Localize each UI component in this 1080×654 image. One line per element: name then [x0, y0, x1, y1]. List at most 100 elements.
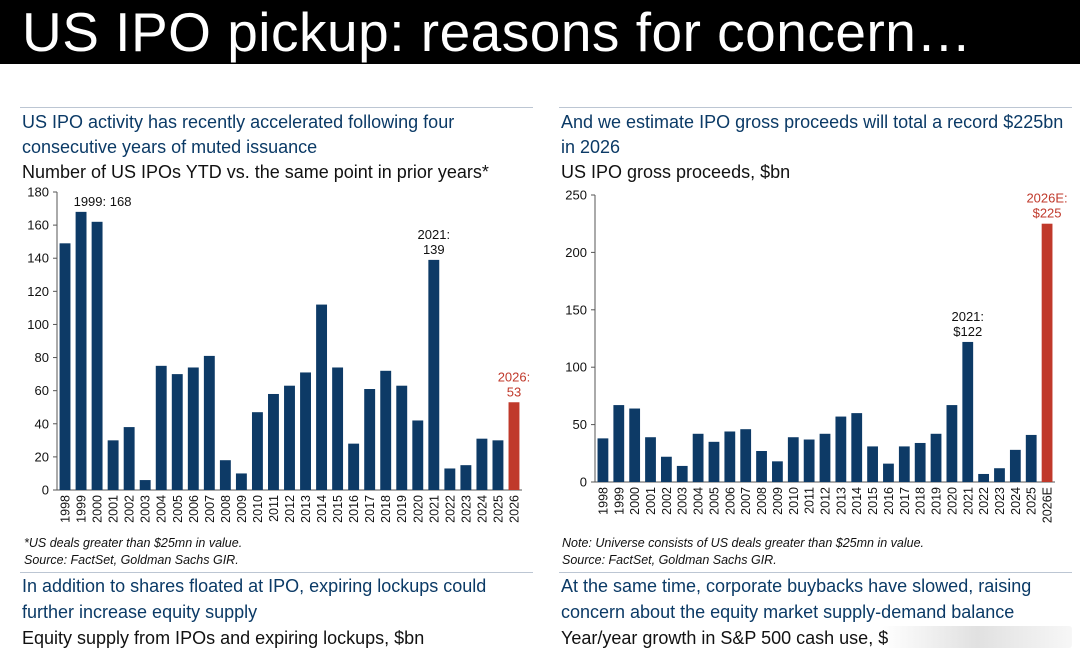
bar-2010	[251, 412, 263, 490]
bar-2016	[883, 463, 894, 482]
annotation-2021-line-0: 2021:	[418, 227, 451, 242]
x-tick-label: 2018	[379, 495, 393, 523]
x-tick-label: 2006	[723, 487, 737, 515]
x-tick-label: 2026E	[1041, 487, 1055, 523]
bar-2024	[1009, 449, 1021, 482]
top-left-source: Source: FactSet, Goldman Sachs GIR.	[24, 553, 239, 567]
bar-2006	[187, 367, 199, 490]
watermark	[882, 626, 1072, 648]
y-tick-label: 0	[580, 475, 587, 490]
bar-2008	[219, 460, 231, 490]
x-tick-label: 2006	[187, 495, 201, 523]
x-tick-label: 2016	[882, 487, 896, 515]
x-tick-label: 2023	[993, 487, 1007, 515]
bar-2008	[756, 451, 767, 482]
x-tick-label: 2003	[139, 495, 153, 523]
x-tick-label: 2002	[660, 487, 674, 515]
title-bar: US IPO pickup: reasons for concern…	[0, 0, 1080, 64]
x-tick-label: 2002	[123, 495, 137, 523]
bar-2001	[645, 437, 656, 482]
x-tick-label: 2023	[459, 495, 473, 523]
top-left-subtitle: Number of US IPOs YTD vs. the same point…	[22, 162, 489, 182]
bar-2021	[428, 259, 440, 490]
y-tick-label: 60	[35, 383, 49, 398]
bottom-right-heading: At the same time, corporate buybacks hav…	[561, 576, 1032, 622]
x-tick-label: 2005	[707, 487, 721, 515]
top-right-note: Note: Universe consists of US deals grea…	[562, 536, 924, 550]
bar-2026E	[1041, 223, 1053, 482]
bar-2017	[364, 389, 376, 490]
bar-2015	[332, 367, 344, 490]
x-tick-label: 2019	[930, 487, 944, 515]
x-tick-label: 2021	[961, 487, 975, 515]
bar-2019	[930, 433, 942, 482]
bar-2022	[444, 468, 456, 490]
x-tick-label: 2025	[1025, 487, 1039, 515]
y-tick-label: 40	[35, 416, 49, 431]
x-tick-label: 2012	[819, 487, 833, 515]
bar-2012	[819, 433, 831, 482]
bar-2004	[692, 433, 704, 482]
x-tick-label: 2012	[283, 495, 297, 523]
annotation-2026e-line-0: 2026E:	[1026, 191, 1067, 206]
y-tick-label: 140	[27, 251, 49, 266]
x-tick-label: 2020	[945, 487, 959, 515]
annotation-1999-line-0: 1999: 168	[74, 194, 132, 209]
x-tick-label: 1998	[596, 487, 610, 515]
bar-2003	[139, 480, 151, 490]
x-tick-label: 2003	[676, 487, 690, 515]
y-tick-label: 0	[42, 483, 49, 498]
bar-2021	[962, 341, 974, 482]
x-tick-label: 2022	[977, 487, 991, 515]
y-tick-label: 80	[35, 350, 49, 365]
bottom-right-divider	[559, 572, 1072, 573]
bar-2025	[1025, 434, 1037, 482]
annotation-2026-line-0: 2026:	[498, 369, 531, 384]
x-tick-label: 2015	[866, 487, 880, 515]
bar-2017	[898, 446, 910, 482]
y-tick-label: 120	[27, 284, 49, 299]
bar-1998	[597, 438, 609, 482]
x-tick-label: 2000	[628, 487, 642, 515]
x-tick-label: 2025	[491, 495, 505, 523]
bar-2002	[123, 427, 135, 490]
bar-2020	[946, 405, 958, 482]
x-tick-label: 2026	[507, 495, 521, 523]
annotation-2021-line-0: 2021:	[951, 309, 984, 324]
bar-2018	[380, 370, 392, 490]
x-tick-label: 2010	[787, 487, 801, 515]
bar-1998	[59, 243, 71, 490]
bar-2013	[300, 372, 311, 490]
annotation-2026-line-1: 53	[507, 384, 521, 399]
bar-2011	[268, 393, 279, 490]
x-tick-label: 2000	[91, 495, 105, 523]
bar-2023	[994, 468, 1005, 482]
x-tick-label: 2007	[203, 495, 217, 523]
x-tick-label: 2009	[771, 487, 785, 515]
x-tick-label: 2011	[267, 495, 281, 522]
x-tick-label: 1998	[59, 495, 73, 523]
bar-2019	[396, 385, 408, 490]
y-tick-label: 50	[573, 417, 587, 432]
x-tick-label: 2009	[235, 495, 249, 523]
bar-2000	[629, 408, 641, 482]
bar-2014	[316, 304, 328, 490]
x-tick-label: 2019	[395, 495, 409, 523]
bar-2015	[867, 446, 878, 482]
x-tick-label: 2008	[219, 495, 233, 523]
bar-2012	[284, 385, 295, 490]
x-tick-label: 1999	[612, 487, 626, 515]
bar-1999	[75, 211, 87, 490]
top-right-subtitle: US IPO gross proceeds, $bn	[561, 162, 791, 182]
x-tick-label: 2017	[898, 487, 912, 515]
top-right-divider	[559, 107, 1072, 108]
x-tick-label: 2001	[644, 487, 658, 515]
ipo-count-chart: 0 20 40 60 80 100 120 140 160 180 1998 1999 2000 2001…	[27, 185, 531, 523]
bar-2016	[348, 443, 360, 490]
x-tick-label: 2001	[107, 495, 121, 523]
bar-2022	[978, 473, 990, 482]
x-tick-label: 2021	[427, 495, 441, 523]
y-tick-label: 100	[565, 360, 587, 375]
bar-2009	[235, 473, 247, 490]
